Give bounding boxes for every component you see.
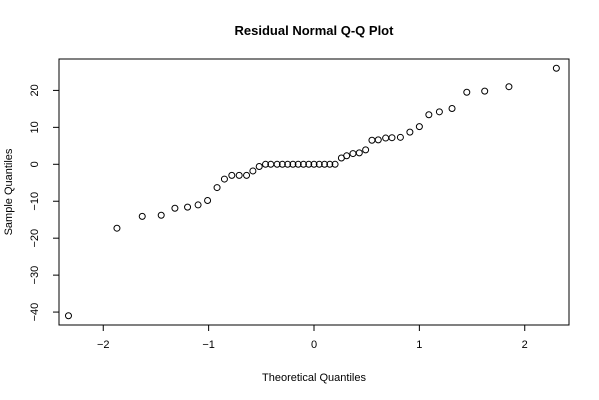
data-point (415, 123, 423, 131)
data-point (184, 203, 192, 211)
x-tick-label: −1 (202, 339, 215, 351)
data-point (396, 133, 404, 141)
data-points (64, 64, 560, 320)
data-point (171, 204, 179, 212)
y-axis: −40 −30 −20 −10 0 10 20 (29, 84, 60, 322)
data-point (435, 108, 443, 116)
x-axis: −2 −1 0 1 2 (97, 324, 528, 351)
data-point (315, 160, 323, 168)
data-point (243, 171, 251, 179)
data-point (278, 160, 286, 168)
x-tick-label: 2 (522, 339, 528, 351)
data-point (289, 160, 297, 168)
data-point (505, 83, 513, 91)
data-point (326, 160, 334, 168)
data-point (204, 196, 212, 204)
data-point (299, 160, 307, 168)
data-point (64, 312, 72, 320)
data-point (213, 184, 221, 192)
data-point (305, 160, 313, 168)
x-tick-label: 1 (416, 339, 422, 351)
x-tick-label: 0 (311, 339, 317, 351)
data-point (481, 87, 489, 95)
data-point (463, 88, 471, 96)
x-axis-label: Theoretical Quantiles (262, 372, 366, 384)
y-tick-label: 10 (29, 121, 41, 133)
data-point (310, 160, 318, 168)
data-point (425, 111, 433, 119)
y-tick-label: 0 (29, 161, 41, 167)
y-tick-label: −30 (29, 266, 41, 285)
data-point (343, 152, 351, 160)
data-point (294, 160, 302, 168)
y-tick-label: 20 (29, 84, 41, 96)
data-point (349, 150, 357, 158)
data-point (273, 160, 281, 168)
data-point (374, 136, 382, 144)
data-point (331, 160, 339, 168)
data-point (388, 134, 396, 142)
y-tick-label: −10 (29, 192, 41, 211)
data-point (220, 175, 228, 183)
chart-title: Residual Normal Q-Q Plot (235, 23, 395, 38)
data-point (262, 160, 270, 168)
data-point (406, 128, 414, 136)
data-point (362, 146, 370, 154)
y-tick-label: −20 (29, 229, 41, 248)
data-point (382, 134, 390, 142)
x-tick-label: −2 (97, 339, 110, 351)
data-point (228, 171, 236, 179)
data-point (368, 136, 376, 144)
data-point (249, 167, 257, 175)
data-point (157, 211, 165, 219)
data-point (113, 224, 121, 232)
data-point (255, 163, 263, 171)
data-point (194, 201, 202, 209)
data-point (138, 212, 146, 220)
data-point (235, 171, 243, 179)
plot-frame (58, 58, 570, 326)
data-point (355, 149, 363, 157)
data-point (321, 160, 329, 168)
data-point (552, 64, 560, 72)
y-tick-label: −40 (29, 303, 41, 322)
data-point (284, 160, 292, 168)
data-point (448, 105, 456, 113)
y-axis-label: Sample Quantiles (3, 148, 15, 235)
